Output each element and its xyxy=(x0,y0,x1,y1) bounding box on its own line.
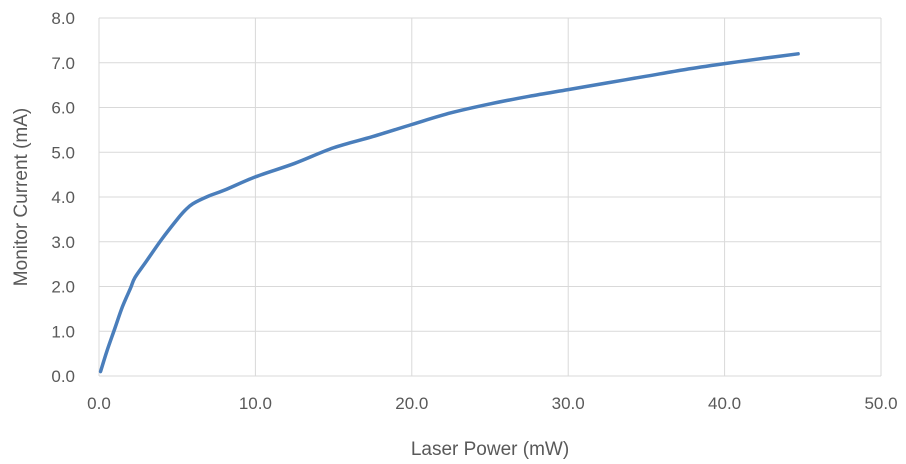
x-tick-label: 20.0 xyxy=(395,394,428,413)
x-axis-title: Laser Power (mW) xyxy=(411,439,569,460)
y-tick-label: 8.0 xyxy=(51,9,75,28)
x-tick-label: 40.0 xyxy=(708,394,741,413)
series-line xyxy=(98,52,800,374)
series-layer xyxy=(98,52,800,374)
y-tick-label: 1.0 xyxy=(51,322,75,341)
y-tick-label: 7.0 xyxy=(51,54,75,73)
tick-labels: 0.0 1.0 2.0 3.0 4.0 5.0 6.0 7.0 8.0 0.0 10.0 20.0 30… xyxy=(51,9,897,413)
axes xyxy=(98,18,881,377)
x-tick-label: 0.0 xyxy=(87,394,111,413)
y-tick-label: 6.0 xyxy=(51,99,75,118)
x-tick-label: 50.0 xyxy=(864,394,897,413)
y-tick-label: 5.0 xyxy=(51,143,75,162)
x-tick-label: 30.0 xyxy=(552,394,585,413)
y-tick-label: 0.0 xyxy=(51,367,75,386)
x-tick-label: 10.0 xyxy=(239,394,272,413)
y-axis-title: Monitor Current (mA) xyxy=(11,108,32,286)
y-tick-label: 3.0 xyxy=(51,233,75,252)
y-tick-label: 4.0 xyxy=(51,188,75,207)
y-tick-label: 2.0 xyxy=(51,278,75,297)
gridlines xyxy=(99,17,882,376)
